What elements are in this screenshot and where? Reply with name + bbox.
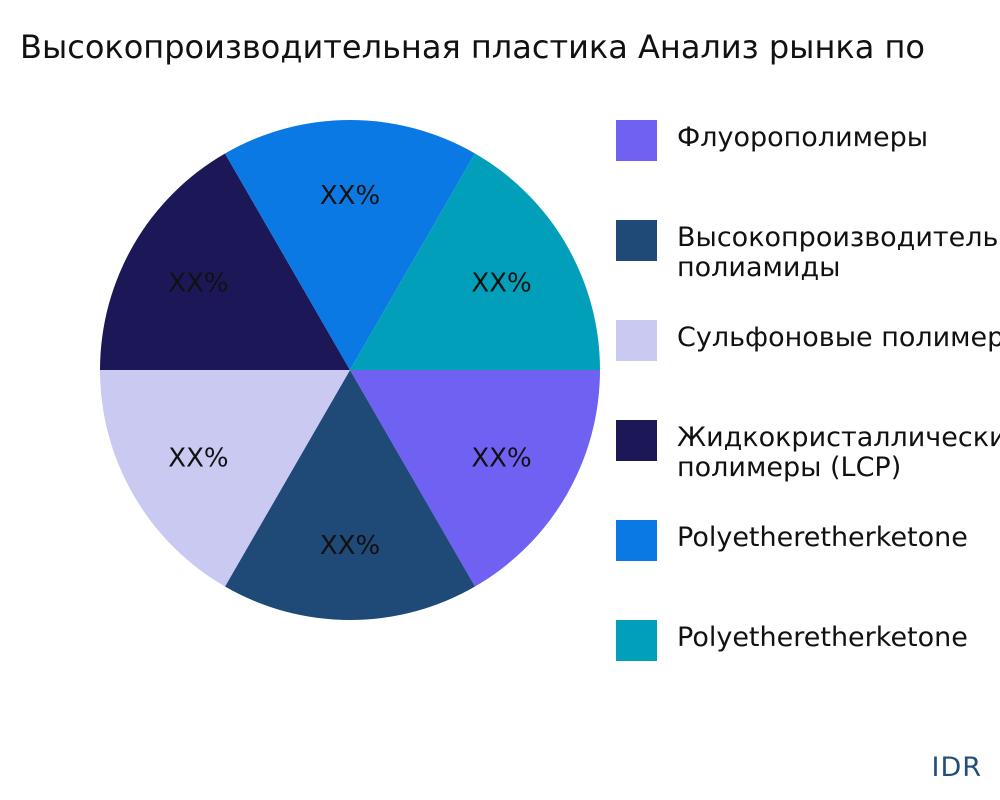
legend-item-peek-2[interactable]: Polyetheretherketone <box>616 620 1000 664</box>
legend-label: Сульфоновые полимеры <box>677 323 1000 353</box>
pie-slice-peek-1[interactable] <box>225 119 475 370</box>
legend-item-sulfone-polymers[interactable]: Сульфоновые полимеры <box>616 320 1000 364</box>
legend-swatch <box>616 620 657 661</box>
legend-swatch <box>616 220 657 261</box>
legend-label: Polyetheretherketone <box>677 523 968 553</box>
pie-slice-sulfone[interactable] <box>100 370 350 587</box>
pie-slice-polyamides[interactable] <box>225 370 475 620</box>
legend-label: Жидкокристаллические полимеры (LCP) <box>677 423 1000 483</box>
brand-logo: IDR <box>931 752 982 783</box>
legend-item-peek-1[interactable]: Polyetheretherketone <box>616 520 1000 564</box>
pie-slice-fluoropolymers[interactable] <box>350 370 600 587</box>
slice-label-fluoropolymers: XX% <box>471 444 531 474</box>
slice-label-lcp: XX% <box>168 269 228 299</box>
legend-item-high-performance-polyamides[interactable]: Высокопроизводительные полиамиды <box>616 220 1000 283</box>
pie-slice-lcp[interactable] <box>100 153 350 370</box>
pie-slice-peek-2[interactable] <box>350 153 600 370</box>
legend-swatch <box>616 120 657 161</box>
legend-item-fluoropolymers[interactable]: Флуорополимеры <box>616 120 1000 164</box>
legend-label: Флуорополимеры <box>677 123 929 153</box>
legend-swatch <box>616 520 657 561</box>
legend-swatch <box>616 320 657 361</box>
slice-label-peek-1: XX% <box>320 181 380 211</box>
slice-label-sulfone: XX% <box>168 444 228 474</box>
chart-title: Высокопроизводительная пластика Анализ р… <box>20 28 925 66</box>
legend-item-lcp[interactable]: Жидкокристаллические полимеры (LCP) <box>616 420 1000 483</box>
legend-swatch <box>616 420 657 461</box>
legend-label: Polyetheretherketone <box>677 623 968 653</box>
slice-label-peek-2: XX% <box>471 269 531 299</box>
legend-label: Высокопроизводительные полиамиды <box>677 223 1000 283</box>
slice-label-polyamides: XX% <box>320 531 380 561</box>
